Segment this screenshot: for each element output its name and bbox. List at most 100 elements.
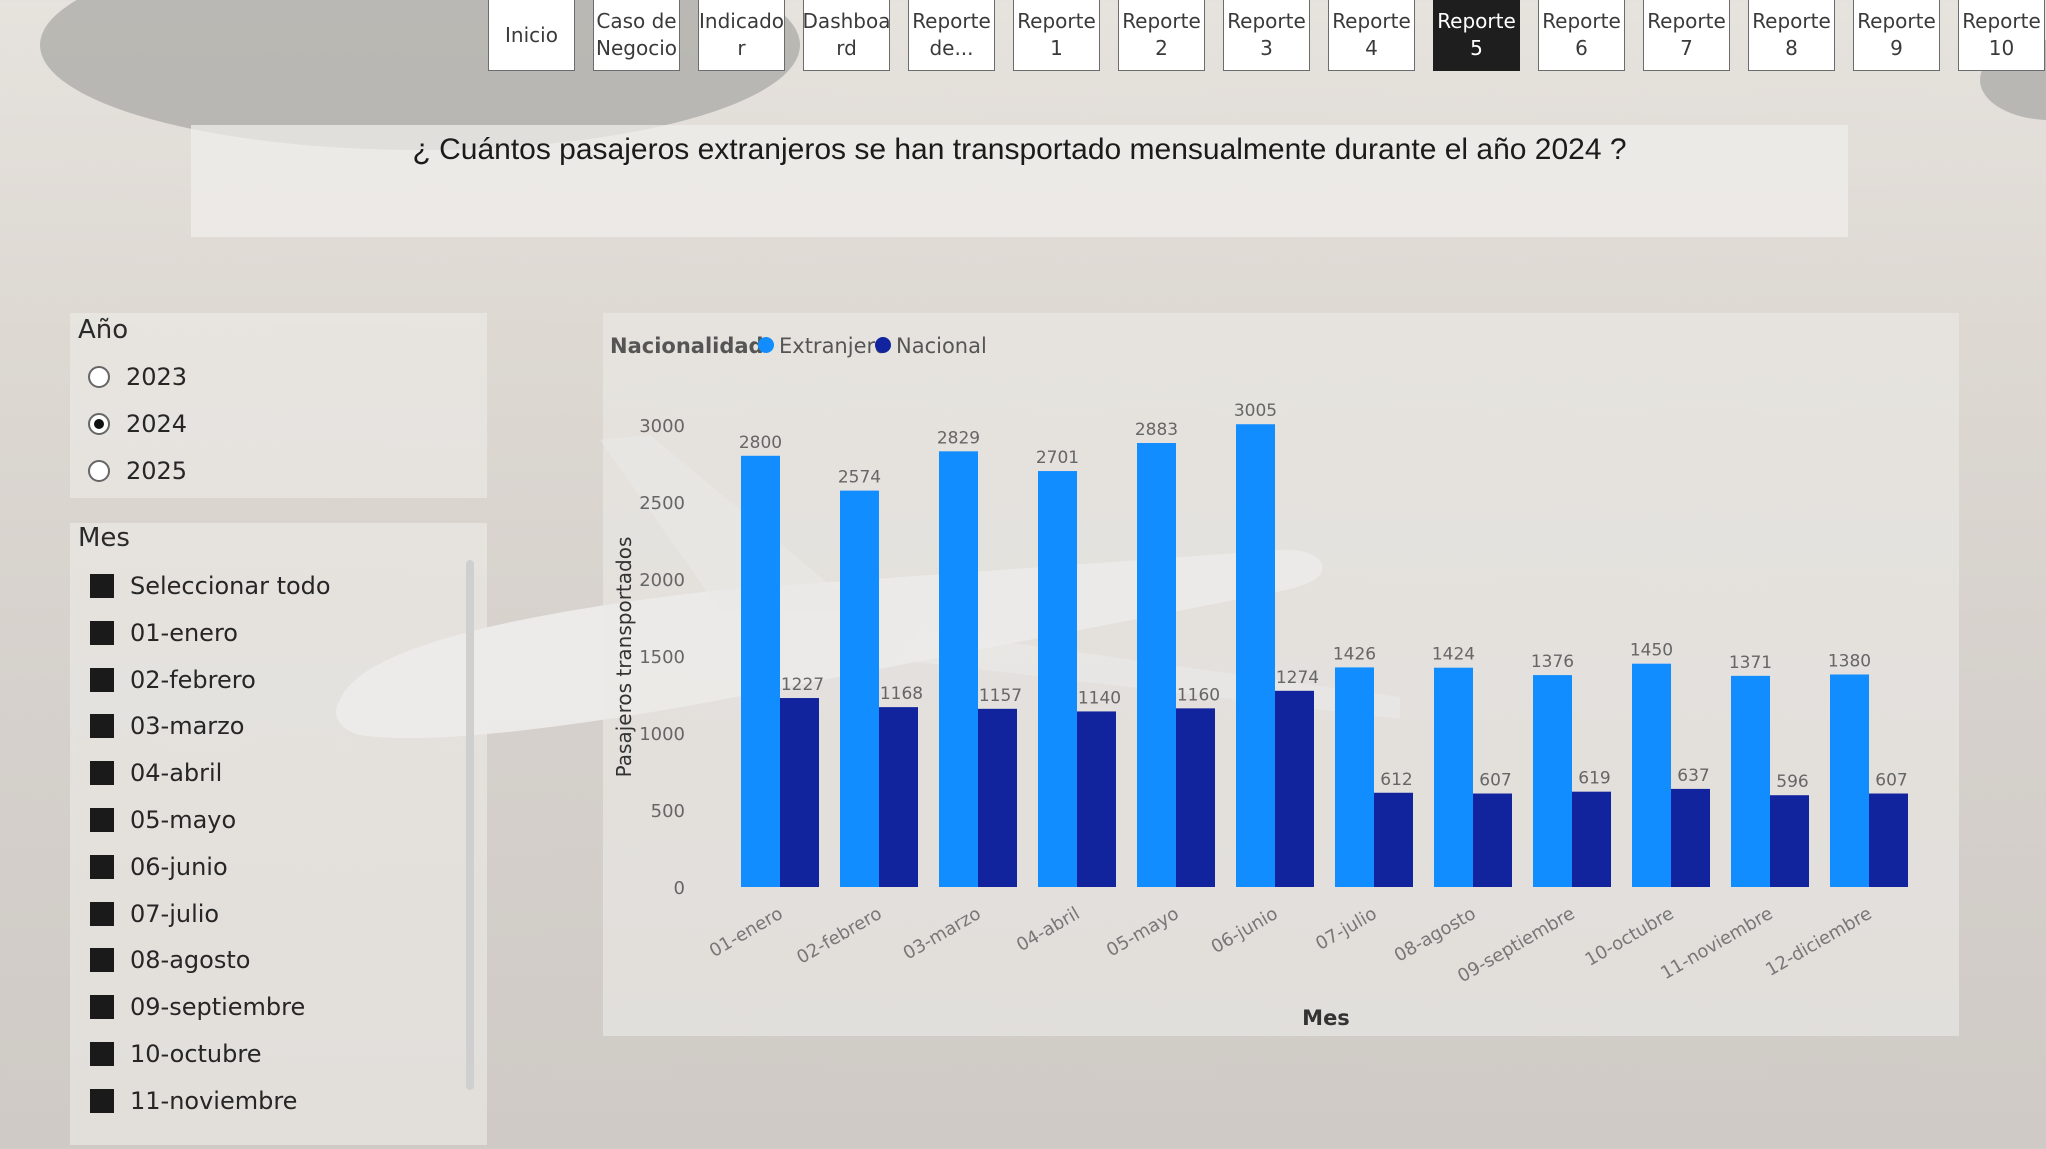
bar-nacional [1869,793,1908,887]
data-label: 612 [1380,770,1412,790]
x-tick-label: 05-mayo [1103,903,1182,961]
bar-nacional [1275,690,1314,887]
bar-extranjero [1533,675,1572,887]
data-label: 1168 [880,684,923,704]
month-option-label: 10-octubre [130,1040,262,1068]
x-tick-label: 11-noviembre [1657,903,1776,984]
month-option-label: 08-agosto [130,946,251,975]
year-slicer-title: Año [78,315,129,345]
y-tick-label: 500 [651,801,685,822]
checkbox[interactable] [90,1042,114,1066]
nav-button-12[interactable]: Reporte 8 [1748,0,1835,71]
bar-nacional [1077,711,1116,887]
radio-button-2025[interactable] [88,460,110,482]
nav-button-4[interactable]: Reporte de... [908,0,995,71]
data-label: 1426 [1333,644,1376,664]
bar-extranjero [1038,471,1077,887]
checkbox[interactable] [90,667,114,692]
month-option[interactable]: 08-agosto [90,946,250,974]
month-option[interactable]: 06-junio [90,853,228,881]
nav-button-10[interactable]: Reporte 6 [1538,0,1625,71]
bar-extranjero [741,455,780,887]
data-label: 1274 [1276,668,1319,688]
data-label: 1380 [1828,651,1871,671]
month-option-label: Seleccionar todo [130,572,331,600]
checkbox[interactable] [90,854,114,879]
month-option[interactable]: 09-septiembre [90,993,305,1021]
checkbox[interactable] [90,574,114,598]
month-option[interactable]: 02-febrero [90,666,256,694]
data-label: 1376 [1531,652,1574,672]
radio-button-2023[interactable] [88,366,110,388]
month-slicer-scrollbar[interactable] [466,560,474,1090]
legend-label-1: Nacional [896,334,987,358]
data-label: 596 [1776,772,1808,792]
data-label: 1450 [1630,641,1673,661]
y-tick-label: 1500 [639,647,685,668]
nav-button-13[interactable]: Reporte 9 [1853,0,1940,71]
month-option-label: 05-mayo [130,806,237,834]
legend-label-0: Extranjero [779,334,888,358]
year-option-2023[interactable]: 2023 [88,363,187,391]
page-title: ¿ Cuántos pasajeros extranjeros se han t… [412,133,1627,166]
month-option[interactable]: 11-noviembre [90,1087,297,1115]
month-option[interactable]: Seleccionar todo [90,572,331,600]
year-option-2024[interactable]: 2024 [88,410,187,438]
nav-button-2[interactable]: Indicado r [698,0,785,71]
x-axis-label: Mes [1302,1006,1350,1030]
y-tick-label: 1000 [639,724,685,745]
nav-button-11[interactable]: Reporte 7 [1643,0,1730,71]
year-option-2025[interactable]: 2025 [88,457,187,485]
x-tick-label: 02-febrero [793,903,885,968]
nav-button-1[interactable]: Caso de Negocio [593,0,680,71]
nav-button-14[interactable]: Reporte 10 [1958,0,2045,71]
nav-button-6[interactable]: Reporte 2 [1118,0,1205,71]
bar-nacional [879,707,918,887]
bar-nacional [1572,791,1611,887]
month-slicer: Mes Seleccionar todo 01-enero 02-febrero 03… [70,523,487,1145]
checkbox[interactable] [90,620,114,645]
data-label: 2800 [739,433,782,453]
checkbox[interactable] [90,761,114,786]
nav-button-8[interactable]: Reporte 4 [1328,0,1415,71]
bar-chart: Nacionalidad Extranjero Nacional 0 500 1000 15… [610,334,1908,1030]
x-tick-label: 04-abril [1013,903,1083,956]
radio-button-2024[interactable] [88,413,110,435]
month-option[interactable]: 07-julio [90,900,219,928]
data-label: 1140 [1078,688,1121,708]
checkbox[interactable] [90,808,114,832]
data-label: 607 [1875,771,1907,791]
month-option[interactable]: 05-mayo [90,806,236,834]
month-option-label: 03-marzo [130,712,245,741]
nav-button-3[interactable]: Dashboa rd [803,0,890,71]
checkbox[interactable] [90,714,114,739]
nav-button-0[interactable]: Inicio [488,0,575,71]
month-option[interactable]: 03-marzo [90,712,244,740]
passengers-chart: Nacionalidad Extranjero Nacional 0 500 1000 15… [603,313,1959,1036]
nav-button-7[interactable]: Reporte 3 [1223,0,1310,71]
checkbox[interactable] [90,995,114,1020]
x-tick-label: 10-octubre [1582,903,1678,970]
nav-button-9[interactable]: Reporte 5 [1433,0,1520,71]
y-tick-label: 0 [674,878,685,899]
month-option[interactable]: 10-octubre [90,1040,261,1068]
x-tick-label: 12-diciembre [1762,903,1875,981]
month-option[interactable]: 01-enero [90,619,238,647]
bar-extranjero [1137,443,1176,887]
y-tick-label: 3000 [639,416,685,437]
x-tick-label: 07-julio [1312,903,1380,955]
y-tick-label: 2500 [639,493,685,514]
data-label: 1424 [1432,645,1475,665]
month-option-label: 07-julio [130,899,220,928]
nav-button-5[interactable]: Reporte 1 [1013,0,1100,71]
month-option[interactable]: 04-abril [90,759,222,787]
checkbox[interactable] [90,948,114,973]
legend-marker-0 [758,337,774,353]
bar-extranjero [1731,675,1770,887]
year-slicer: Año 2023 2024 2025 [70,313,487,498]
checkbox[interactable] [90,901,114,926]
checkbox[interactable] [90,1088,114,1113]
month-slicer-title: Mes [78,523,130,553]
bar-extranjero [840,490,879,887]
bar-nacional [1473,793,1512,887]
